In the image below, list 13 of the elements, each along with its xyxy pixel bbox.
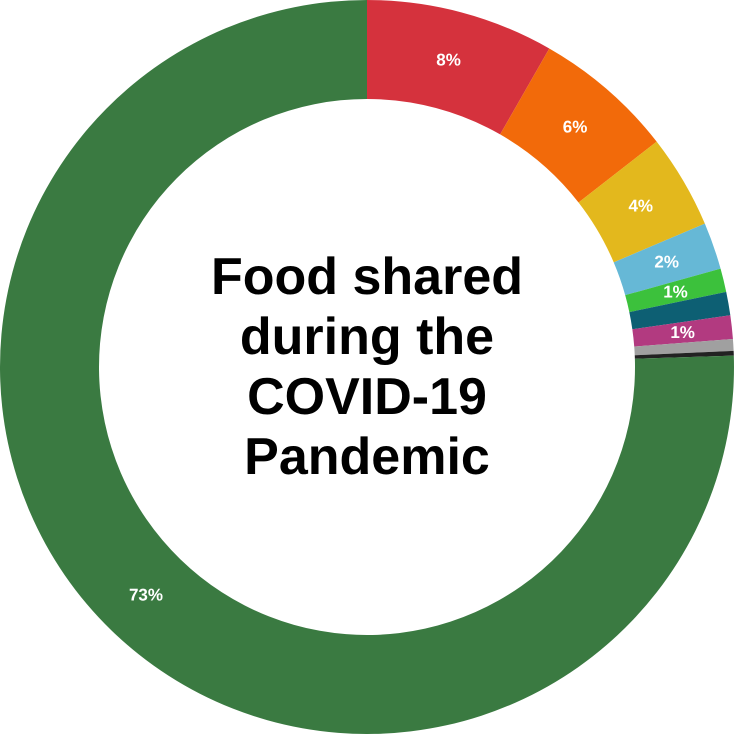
data-label: 2%	[654, 252, 680, 272]
donut-slice	[634, 339, 734, 356]
data-label: 73%	[128, 585, 163, 604]
donut-slice	[632, 315, 733, 347]
data-label: 6%	[562, 118, 588, 137]
data-label: 8%	[436, 50, 461, 70]
donut-slice	[625, 268, 726, 312]
text: Food shared during the COVID-19 Pandemic	[210, 247, 524, 487]
donut-slice	[634, 350, 734, 359]
data-label: 4%	[628, 196, 654, 216]
data-label: 1%	[670, 323, 695, 342]
donut-slice	[367, 0, 550, 134]
data-label: 1%	[663, 282, 688, 302]
